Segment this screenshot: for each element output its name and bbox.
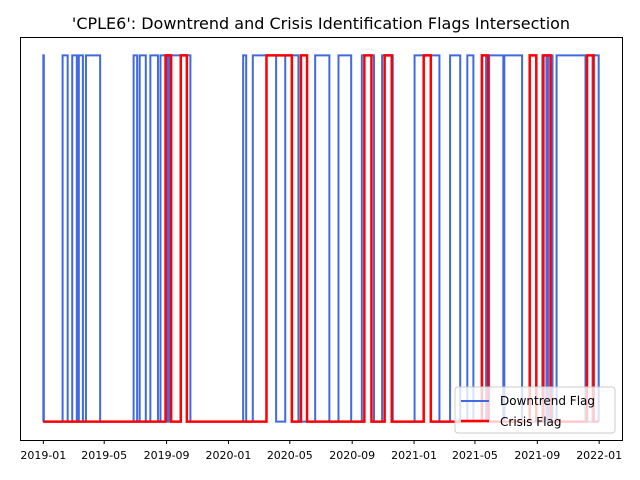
legend: Downtrend Flag Crisis Flag bbox=[454, 386, 616, 434]
x-tick-label: 2020-05 bbox=[267, 449, 313, 462]
series-line-crisis-flag bbox=[43, 54, 599, 423]
legend-label-downtrend: Downtrend Flag bbox=[500, 394, 595, 408]
x-tick-label: 2020-01 bbox=[205, 449, 251, 462]
x-tick-label: 2019-09 bbox=[144, 449, 190, 462]
x-tick-label: 2019-05 bbox=[81, 449, 127, 462]
chart-title: 'CPLE6': Downtrend and Crisis Identifica… bbox=[72, 14, 570, 33]
x-tick-label: 2021-01 bbox=[391, 449, 437, 462]
x-tick-label: 2019-01 bbox=[20, 449, 66, 462]
x-tick-label: 2021-09 bbox=[514, 449, 560, 462]
x-tick-label: 2022-01 bbox=[576, 449, 622, 462]
plot-area bbox=[42, 54, 600, 423]
series-line-downtrend-flag bbox=[42, 54, 600, 423]
legend-label-crisis: Crisis Flag bbox=[500, 415, 562, 429]
legend-box bbox=[454, 386, 616, 434]
x-axis: 2019-01 2019-05 2019-09 2020-01 2020-05 2020-… bbox=[20, 440, 622, 462]
x-tick-label: 2020-09 bbox=[329, 449, 375, 462]
x-tick-label: 2021-05 bbox=[452, 449, 498, 462]
axes-frame bbox=[20, 37, 623, 441]
